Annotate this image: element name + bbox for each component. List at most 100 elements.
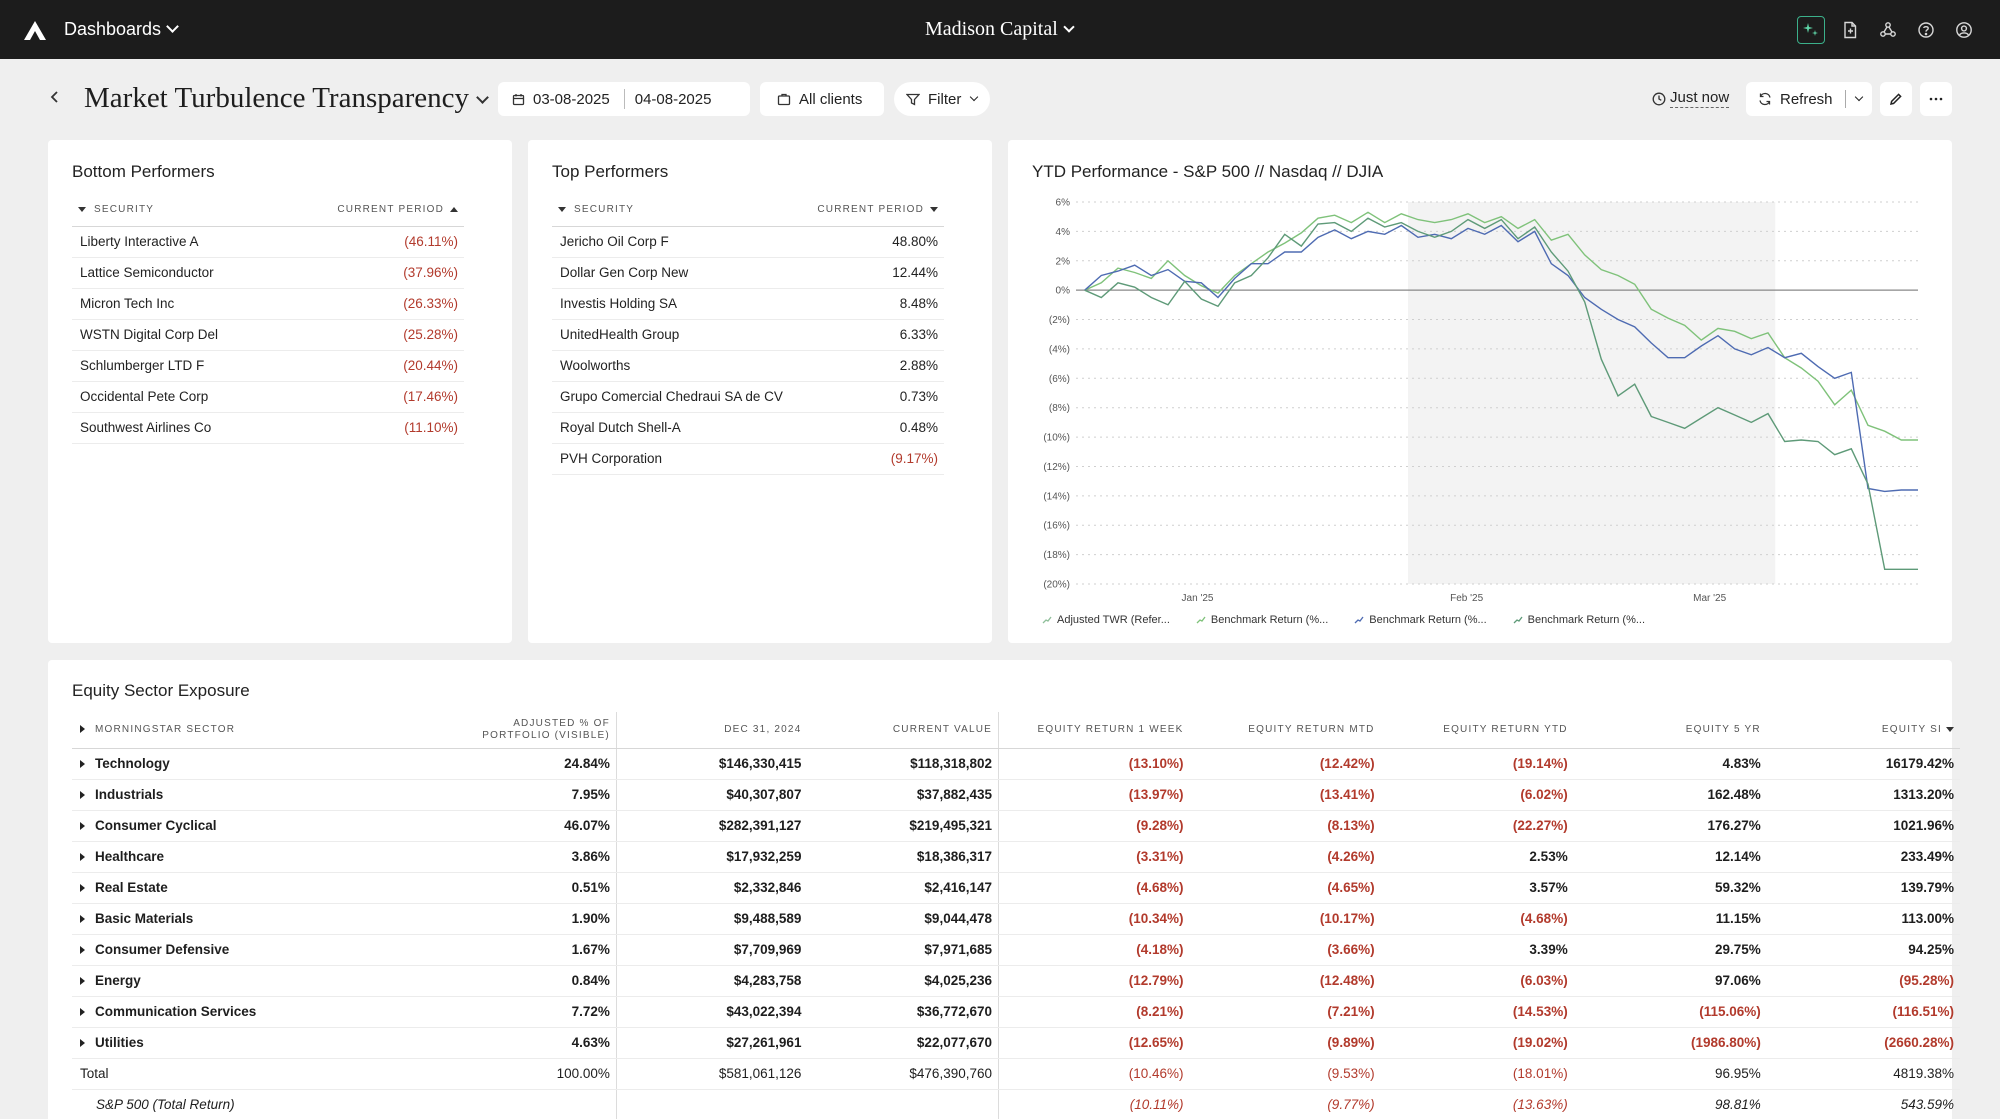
table-row[interactable]: Occidental Pete Corp (17.46%)	[72, 381, 464, 413]
column-header-current-period[interactable]: Current Period	[281, 194, 464, 227]
date-range-picker[interactable]: 03-08-2025 04-08-2025	[498, 82, 750, 116]
document-icon[interactable]	[1836, 16, 1864, 44]
table-row[interactable]: Southwest Airlines Co (11.10%)	[72, 412, 464, 444]
table-row[interactable]: Dollar Gen Corp New 12.44%	[552, 257, 944, 289]
expand-row-icon[interactable]	[80, 915, 85, 924]
refresh-options-chevron-icon[interactable]	[1854, 92, 1863, 102]
column-header-security[interactable]: Security	[72, 194, 282, 227]
edit-button[interactable]	[1880, 82, 1912, 116]
table-row[interactable]: Jericho Oil Corp F 48.80%	[552, 226, 944, 258]
column-header-adjusted-of-portfolio-visible[interactable]: Adjusted % of Portfolio (Visible)	[339, 712, 617, 749]
expand-row-icon[interactable]	[80, 1039, 85, 1048]
clients-selector[interactable]: All clients	[760, 82, 884, 116]
table-row[interactable]: WSTN Digital Corp Del (25.28%)	[72, 319, 464, 351]
column-header-dec-31-2024[interactable]: Dec 31, 2024	[615, 712, 808, 749]
table-row[interactable]: Woolworths 2.88%	[552, 350, 944, 382]
cell-dec-31-2024: $27,261,961	[615, 1027, 808, 1059]
sparkle-icon[interactable]	[1797, 16, 1825, 44]
cell-equity-return-ytd: 3.39%	[1380, 934, 1574, 966]
sector-row[interactable]: Consumer Cyclical 46.07% $282,391,127 $219,…	[72, 810, 1960, 842]
sector-row[interactable]: Utilities 4.63% $27,261,961 $22,077,670 (12.…	[72, 1027, 1960, 1059]
cell-dec-31-2024: $581,061,126	[615, 1057, 808, 1090]
expand-row-icon[interactable]	[80, 1008, 85, 1017]
cell-equity-return-1-week: (10.11%)	[997, 1089, 1190, 1119]
legend-line-icon	[1354, 616, 1364, 624]
filter-icon	[906, 93, 920, 106]
title-chevron-down-icon[interactable]	[476, 91, 489, 104]
org-name: Madison Capital	[925, 18, 1058, 40]
refresh-divider	[1844, 90, 1846, 108]
table-row[interactable]: Micron Tech Inc (26.33%)	[72, 288, 464, 320]
sector-row[interactable]: Basic Materials 1.90% $9,488,589 $9,044,478…	[72, 903, 1960, 935]
user-icon[interactable]	[1950, 16, 1978, 44]
security-name: Occidental Pete Corp	[72, 381, 282, 413]
current-period-value: (20.44%)	[281, 350, 464, 382]
column-header-current-period[interactable]: Current Period	[805, 194, 944, 227]
expand-row-icon[interactable]	[80, 977, 85, 986]
legend-line-icon	[1196, 616, 1206, 624]
table-row[interactable]: Investis Holding SA 8.48%	[552, 288, 944, 320]
sector-row[interactable]: Real Estate 0.51% $2,332,846 $2,416,147 (4.6…	[72, 872, 1960, 904]
y-tick-label: 2%	[1056, 256, 1071, 267]
expand-row-icon[interactable]	[80, 760, 85, 769]
date-end[interactable]: 04-08-2025	[634, 90, 712, 108]
sector-row[interactable]: Energy 0.84% $4,283,758 $4,025,236 (12.79%)(…	[72, 965, 1960, 997]
cell-equity-return-1-week: (9.28%)	[997, 810, 1190, 842]
table-row[interactable]: Royal Dutch Shell-A 0.48%	[552, 412, 944, 444]
table-row[interactable]: UnitedHealth Group 6.33%	[552, 319, 944, 351]
expand-row-icon[interactable]	[80, 791, 85, 800]
sector-name: Real Estate	[72, 872, 340, 904]
equity-sector-exposure-card: Equity Sector Exposure Morningstar Secto…	[48, 660, 1960, 1119]
sector-row[interactable]: Healthcare 3.86% $17,932,259 $18,386,317 (3.…	[72, 841, 1960, 873]
more-options-button[interactable]	[1920, 82, 1952, 116]
sector-row[interactable]: Communication Services 7.72% $43,022,394 $3…	[72, 996, 1960, 1028]
column-header-equity-5-yr[interactable]: Equity 5 YR	[1573, 712, 1767, 749]
table-row[interactable]: PVH Corporation (9.17%)	[552, 443, 944, 475]
legend-item[interactable]: Benchmark Return (%...	[1513, 614, 1645, 626]
help-icon[interactable]	[1912, 16, 1940, 44]
column-header-equity-return-1-week[interactable]: Equity Return 1 Week	[997, 712, 1190, 749]
table-row[interactable]: Liberty Interactive A (46.11%)	[72, 226, 464, 258]
legend-item[interactable]: Benchmark Return (%...	[1354, 614, 1487, 626]
last-updated[interactable]: Just now	[1652, 89, 1730, 108]
y-tick-label: (20%)	[1043, 580, 1070, 591]
dashboards-menu[interactable]: Dashboards	[64, 19, 179, 40]
current-period-value: (26.33%)	[281, 288, 464, 320]
expand-row-icon[interactable]	[80, 946, 85, 955]
sort-down-icon	[558, 207, 566, 213]
expand-row-icon[interactable]	[80, 884, 85, 893]
column-header-morningstar-sector[interactable]: Morningstar Sector	[72, 712, 340, 749]
current-period-value: 0.48%	[805, 412, 944, 444]
column-header-security[interactable]: Security	[552, 194, 806, 227]
logo-icon[interactable]	[22, 18, 48, 42]
sector-row[interactable]: Industrials 7.95% $40,307,807 $37,882,435 (1…	[72, 779, 1960, 811]
expand-row-icon[interactable]	[80, 853, 85, 862]
series-line-3	[1084, 217, 1918, 570]
legend-item[interactable]: Adjusted TWR (Refer...	[1042, 614, 1170, 626]
column-header-equity-si[interactable]: Equity SI	[1766, 712, 1960, 749]
sector-row[interactable]: Technology 24.84% $146,330,415 $118,318,802…	[72, 748, 1960, 780]
current-period-value: 8.48%	[805, 288, 944, 320]
current-period-value: 6.33%	[805, 319, 944, 351]
org-switcher[interactable]: Madison Capital	[925, 18, 1075, 41]
column-header-equity-return-mtd[interactable]: Equity Return MTD	[1189, 712, 1381, 749]
sector-name: Utilities	[72, 1027, 340, 1059]
cell-equity-return-1-week: (13.97%)	[997, 779, 1190, 811]
filter-button[interactable]: Filter	[894, 82, 990, 116]
refresh-button[interactable]: Refresh	[1746, 82, 1872, 116]
date-start[interactable]: 03-08-2025	[533, 90, 610, 108]
cell-current-value: $22,077,670	[807, 1027, 999, 1059]
sector-row[interactable]: Consumer Defensive 1.67% $7,709,969 $7,971,…	[72, 934, 1960, 966]
column-header-equity-return-ytd[interactable]: Equity Return YTD	[1380, 712, 1574, 749]
table-row[interactable]: Lattice Semiconductor (37.96%)	[72, 257, 464, 289]
table-row[interactable]: Grupo Comercial Chedraui SA de CV 0.73%	[552, 381, 944, 413]
cell-current-value: $37,882,435	[807, 779, 999, 811]
network-icon[interactable]	[1874, 16, 1902, 44]
legend-item[interactable]: Benchmark Return (%...	[1196, 614, 1328, 626]
column-header-current-value[interactable]: Current Value	[807, 712, 999, 749]
expand-row-icon[interactable]	[80, 822, 85, 831]
back-chevron-icon[interactable]	[48, 90, 62, 104]
table-row[interactable]: Schlumberger LTD F (20.44%)	[72, 350, 464, 382]
expand-all-icon[interactable]	[80, 725, 85, 734]
cell-equity-si: (116.51%)	[1766, 996, 1960, 1028]
